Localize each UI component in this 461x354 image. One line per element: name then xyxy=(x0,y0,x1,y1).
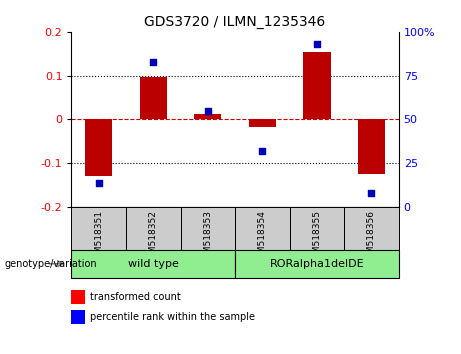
Point xyxy=(313,41,321,47)
Bar xyxy=(303,52,331,120)
Bar xyxy=(71,290,85,304)
Text: GSM518353: GSM518353 xyxy=(203,211,213,266)
Bar xyxy=(249,120,276,127)
Bar xyxy=(181,207,235,250)
Text: transformed count: transformed count xyxy=(90,292,181,302)
Bar xyxy=(290,207,344,250)
Bar xyxy=(71,207,126,250)
Bar xyxy=(71,310,85,324)
Text: percentile rank within the sample: percentile rank within the sample xyxy=(90,312,255,322)
Bar xyxy=(71,250,235,278)
Point xyxy=(204,108,212,114)
Text: GSM518356: GSM518356 xyxy=(367,211,376,266)
Bar xyxy=(358,120,385,174)
Bar xyxy=(85,120,112,176)
Text: RORalpha1delDE: RORalpha1delDE xyxy=(270,259,364,269)
Point xyxy=(95,180,102,185)
Bar xyxy=(235,250,399,278)
Bar xyxy=(126,207,181,250)
Point xyxy=(368,190,375,196)
Text: GSM518355: GSM518355 xyxy=(313,211,321,266)
Text: GSM518351: GSM518351 xyxy=(94,211,103,266)
Bar xyxy=(235,207,290,250)
Title: GDS3720 / ILMN_1235346: GDS3720 / ILMN_1235346 xyxy=(144,16,326,29)
Bar xyxy=(194,114,221,120)
Point xyxy=(259,148,266,154)
Text: genotype/variation: genotype/variation xyxy=(5,259,97,269)
Text: wild type: wild type xyxy=(128,259,179,269)
Bar xyxy=(140,77,167,120)
Bar xyxy=(344,207,399,250)
Text: GSM518352: GSM518352 xyxy=(149,211,158,266)
Text: GSM518354: GSM518354 xyxy=(258,211,267,266)
Point xyxy=(149,59,157,64)
